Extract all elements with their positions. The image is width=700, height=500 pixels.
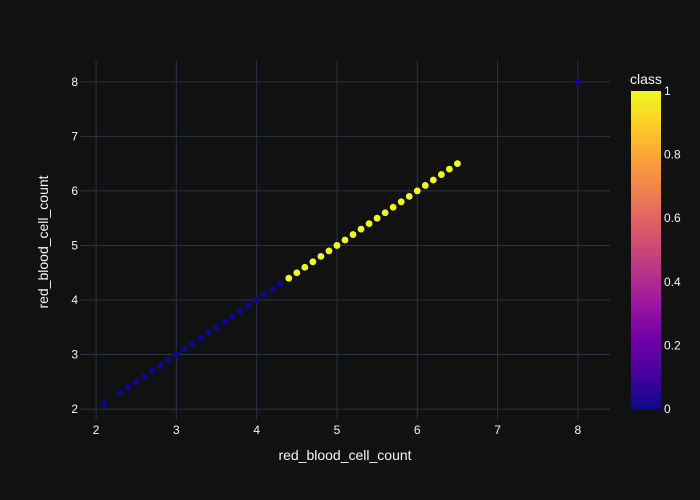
data-point-class-0 (197, 334, 204, 342)
data-point-class-1 (405, 192, 413, 200)
data-point-class-1 (365, 220, 373, 228)
colorbar-tick-label: 0.4 (664, 275, 681, 289)
data-point-class-1 (309, 258, 317, 266)
y-axis-ticks: 2 3 4 5 6 7 8 (71, 75, 78, 416)
grid (80, 60, 610, 420)
data-point-class-1 (357, 225, 365, 233)
x-tick-label: 5 (334, 423, 341, 437)
data-point-class-0 (245, 302, 253, 309)
colorbar-ticks: 0 0.2 0.4 0.6 0.8 1 (664, 84, 681, 416)
data-point-class-0 (253, 296, 261, 304)
data-point-class-0 (100, 400, 108, 408)
data-point-class-1 (301, 263, 309, 271)
data-point-class-0 (574, 78, 582, 86)
x-tick-label: 6 (414, 423, 421, 437)
data-point-class-0 (229, 312, 236, 320)
y-axis-title: red_blood_cell_count (35, 175, 51, 308)
data-point-class-1 (429, 176, 437, 184)
y-tick-label: 8 (71, 75, 78, 89)
data-points (100, 78, 582, 408)
colorbar-tick-label: 1 (664, 84, 671, 98)
data-point-class-1 (437, 171, 445, 178)
y-tick-label: 3 (71, 348, 78, 362)
data-point-class-0 (205, 329, 212, 337)
data-point-class-1 (421, 182, 429, 189)
data-point-class-1 (341, 236, 349, 244)
data-point-class-1 (325, 247, 333, 255)
colorbar-tick-label: 0.2 (664, 338, 681, 352)
x-axis-ticks: 2 3 4 5 6 7 8 (93, 423, 582, 437)
x-tick-label: 7 (494, 423, 501, 437)
colorbar-tick-label: 0 (664, 402, 671, 416)
data-point-class-0 (180, 345, 188, 353)
y-tick-label: 5 (71, 238, 78, 252)
data-point-class-1 (445, 165, 453, 173)
data-point-class-1 (454, 160, 461, 168)
data-point-class-0 (213, 323, 220, 331)
data-point-class-0 (156, 362, 164, 369)
data-point-class-0 (261, 291, 269, 298)
data-point-class-0 (189, 340, 196, 348)
data-point-class-1 (333, 242, 341, 249)
x-tick-label: 8 (575, 423, 582, 437)
colorbar-tick-label: 0.8 (664, 148, 681, 162)
x-tick-label: 3 (173, 423, 180, 437)
x-tick-label: 4 (253, 423, 260, 437)
data-point-class-1 (317, 252, 325, 260)
data-point-class-0 (140, 372, 148, 380)
colorbar-gradient (631, 91, 661, 409)
data-point-class-1 (349, 231, 357, 238)
y-tick-label: 6 (71, 184, 78, 198)
data-point-class-0 (148, 367, 156, 375)
data-point-class-0 (237, 307, 245, 315)
data-point-class-1 (397, 198, 405, 206)
data-point-class-1 (373, 214, 381, 222)
y-tick-label: 4 (71, 293, 78, 307)
colorbar-title: class (630, 71, 662, 87)
y-tick-label: 2 (71, 402, 78, 416)
data-point-class-0 (221, 318, 228, 326)
data-point-class-0 (269, 285, 277, 293)
data-point-class-1 (389, 203, 397, 211)
data-point-class-0 (124, 383, 132, 391)
y-tick-label: 7 (71, 129, 78, 143)
x-axis-title: red_blood_cell_count (278, 447, 411, 463)
data-point-class-1 (413, 187, 421, 195)
data-point-class-0 (277, 280, 285, 288)
data-point-class-1 (381, 209, 389, 217)
data-point-class-1 (293, 269, 301, 277)
data-point-class-0 (116, 389, 124, 397)
colorbar-tick-label: 0.6 (664, 211, 681, 225)
colorbar: class 0 0.2 0.4 0.6 0.8 1 (630, 71, 681, 416)
x-tick-label: 2 (93, 423, 100, 437)
data-point-class-1 (285, 274, 293, 282)
data-point-class-0 (172, 351, 180, 358)
data-point-class-0 (164, 356, 172, 364)
data-point-class-0 (132, 378, 140, 386)
